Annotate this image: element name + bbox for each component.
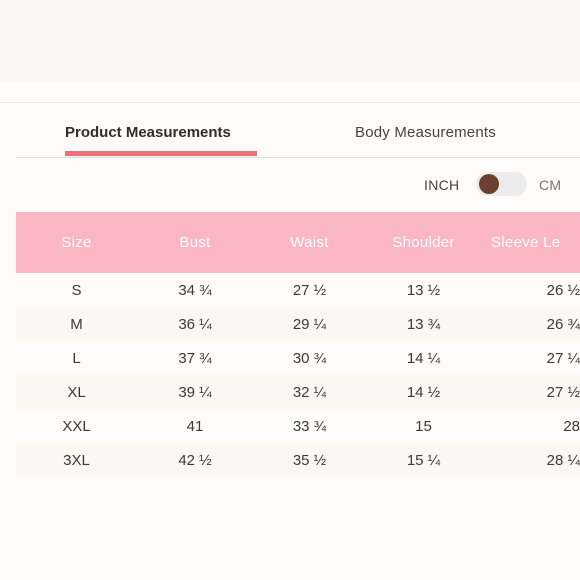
cell-shoulder: 13 ¾: [406, 315, 441, 333]
table-row: XL 39 ¼ 32 ¼ 14 ½ 27 ½: [16, 375, 580, 409]
unit-label-cm[interactable]: CM: [539, 177, 562, 193]
cell-sleeve-length: 27 ¼: [546, 349, 580, 367]
cell-size: S: [71, 281, 82, 299]
top-divider: [0, 102, 580, 103]
column-header-waist: Waist: [290, 234, 329, 251]
cell-bust: 41: [186, 417, 204, 435]
cell-bust: 42 ½: [178, 451, 212, 469]
unit-label-inch[interactable]: INCH: [424, 177, 460, 193]
size-chart: Size Bust Waist Shoulder Sleeve Le S 34 …: [16, 212, 580, 477]
column-header-sleeve-length: Sleeve Le: [491, 234, 561, 251]
table-row: L 37 ¾ 30 ¾ 14 ¼ 27 ¼: [16, 341, 580, 375]
column-header-shoulder: Shoulder: [392, 234, 455, 251]
cell-waist: 29 ¼: [292, 315, 327, 333]
cell-waist: 32 ¼: [292, 383, 327, 401]
column-header-bust: Bust: [179, 234, 211, 251]
measurement-tabs: Product Measurements Body Measurements: [0, 110, 580, 160]
table-row: S 34 ¾ 27 ½ 13 ½ 26 ½: [16, 273, 580, 307]
size-chart-table: Size Bust Waist Shoulder Sleeve Le S 34 …: [16, 212, 580, 477]
cell-shoulder: 15 ¼: [406, 451, 441, 469]
table-row: XXL 41 33 ¾ 15 28: [16, 409, 580, 443]
unit-switch[interactable]: [476, 172, 527, 196]
table-header-row: Size Bust Waist Shoulder Sleeve Le: [16, 212, 580, 273]
column-header-size: Size: [61, 234, 92, 251]
cell-waist: 27 ½: [292, 281, 327, 299]
cell-size: XXL: [62, 417, 91, 435]
cell-sleeve-length: 26 ½: [546, 281, 580, 299]
cell-waist: 33 ¾: [292, 417, 327, 435]
cell-sleeve-length: 28 ¼: [546, 451, 580, 469]
top-band: [0, 0, 580, 82]
cell-size: XL: [67, 383, 86, 401]
cell-size: L: [72, 349, 81, 367]
cell-shoulder: 14 ¼: [406, 349, 441, 367]
cell-waist: 30 ¾: [292, 349, 327, 367]
tab-product-measurements[interactable]: Product Measurements: [65, 124, 231, 141]
cell-sleeve-length: 27 ½: [546, 383, 580, 401]
cell-sleeve-length: 26 ¾: [546, 315, 580, 333]
active-tab-indicator: [65, 151, 257, 156]
cell-waist: 35 ½: [292, 451, 327, 469]
cell-sleeve-length: 28: [563, 417, 580, 435]
tab-body-measurements[interactable]: Body Measurements: [355, 124, 496, 141]
cell-shoulder: 13 ½: [406, 281, 441, 299]
cell-shoulder: 15: [415, 417, 432, 435]
switch-knob[interactable]: [479, 174, 499, 194]
tabs-divider: [16, 157, 580, 158]
table-row: 3XL 42 ½ 35 ½ 15 ¼ 28 ¼: [16, 443, 580, 477]
cell-bust: 39 ¼: [178, 383, 212, 401]
cell-bust: 37 ¾: [178, 349, 212, 367]
cell-size: M: [70, 315, 83, 333]
unit-toggle: INCH CM: [420, 170, 580, 200]
table-row: M 36 ¼ 29 ¼ 13 ¾ 26 ¾: [16, 307, 580, 341]
cell-bust: 34 ¾: [178, 281, 212, 299]
cell-bust: 36 ¼: [178, 315, 212, 333]
cell-shoulder: 14 ½: [406, 383, 441, 401]
cell-size: 3XL: [63, 451, 90, 469]
